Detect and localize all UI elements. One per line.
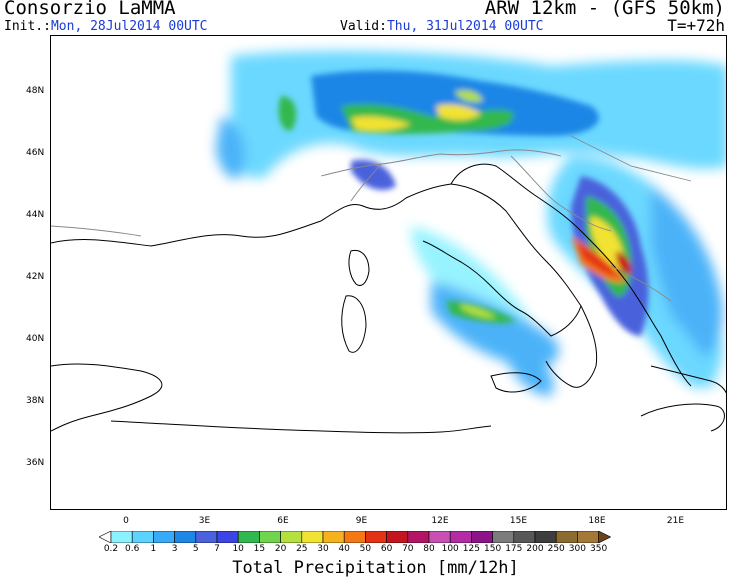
colorbar-swatch <box>428 531 451 543</box>
colorbar-swatch <box>555 531 578 543</box>
colorbar-tick-label: 80 <box>423 544 435 554</box>
precipitation-field <box>216 50 726 396</box>
init-label: Init.: <box>4 19 51 34</box>
colorbar-swatch <box>259 531 281 543</box>
colorbar-tick-label: 300 <box>568 544 586 554</box>
longitude-label: 9E <box>355 516 368 526</box>
colorbar-swatch <box>322 531 345 543</box>
colorbar-tick-label: 70 <box>402 544 414 554</box>
colorbar-tick-label: 0.2 <box>103 544 119 554</box>
colorbar-tick-label: 200 <box>526 544 544 554</box>
colorbar-tick-label: 20 <box>274 544 287 554</box>
colorbar-tick-label: 0.6 <box>125 544 140 554</box>
colorbar-swatch <box>407 531 430 543</box>
colorbar-tick-label: 350 <box>590 544 608 554</box>
colorbar-tick-label: 250 <box>547 544 565 554</box>
longitude-label: 3E <box>198 516 211 526</box>
colorbar-tick-label: 100 <box>441 544 459 554</box>
longitude-label: 18E <box>588 516 606 526</box>
colorbar-tick-label: 60 <box>380 544 393 554</box>
colorbar-tick-label: 50 <box>359 544 372 554</box>
latitude-label: 44N <box>26 210 45 220</box>
colorbar-swatch <box>449 531 472 543</box>
colorbar-swatch <box>174 531 197 543</box>
latitude-label: 40N <box>26 334 45 344</box>
longitude-label: 6E <box>277 516 289 526</box>
colorbar-tick-label: 5 <box>192 544 199 554</box>
colorbar-tick-label: 125 <box>462 544 480 554</box>
colorbar-swatch <box>513 531 536 543</box>
colorbar-swatch <box>280 531 303 543</box>
colorbar-tick-label: 150 <box>484 544 502 554</box>
lead-time: T=+72h <box>667 16 725 35</box>
colorbar-tick-label: 1 <box>150 544 157 554</box>
latitude-label: 42N <box>26 272 45 282</box>
colorbar-tick-label: 25 <box>296 544 308 554</box>
colorbar-swatch <box>301 531 324 543</box>
longitude-label: 21E <box>666 516 685 526</box>
latitude-label: 36N <box>26 458 45 468</box>
longitude-label: 12E <box>431 516 449 526</box>
colorbar-tick-label: 7 <box>214 544 220 554</box>
valid-time: Valid:Thu, 31Jul2014 00UTC <box>340 19 544 34</box>
colorbar-swatch <box>598 531 612 543</box>
colorbar-swatch <box>577 531 599 543</box>
colorbar-swatch <box>365 531 387 543</box>
colorbar-swatch <box>195 531 218 543</box>
colorbar-tick-label: 15 <box>253 544 266 554</box>
colorbar-tick-label: 30 <box>317 544 329 554</box>
colorbar-tick-label: 3 <box>171 544 178 554</box>
valid-label: Valid: <box>340 19 387 34</box>
map-canvas <box>51 50 726 434</box>
colorbar-swatch <box>237 531 260 543</box>
colorbar-swatch <box>99 531 112 543</box>
colorbar-swatch <box>386 531 409 543</box>
coastlines <box>51 163 726 434</box>
colorbar-swatch <box>131 531 154 543</box>
colorbar-swatch <box>534 531 557 543</box>
latitude-label: 48N <box>26 86 45 96</box>
borders <box>51 135 692 302</box>
colorbar <box>99 531 612 543</box>
colorbar-tick-label: 40 <box>338 544 350 554</box>
colorbar-swatch <box>492 531 515 543</box>
precipitation-map <box>50 35 727 510</box>
producer-title: Consorzio LaMMA <box>4 0 176 19</box>
colorbar-swatch <box>216 531 239 543</box>
valid-value: Thu, 31Jul2014 00UTC <box>386 19 544 34</box>
latitude-label: 38N <box>26 396 45 406</box>
colorbar-tick-label: 175 <box>505 544 523 554</box>
longitude-label: 15E <box>509 516 528 526</box>
longitude-label: 0 <box>123 516 129 526</box>
colorbar-title: Total Precipitation [mm/12h] <box>232 558 519 578</box>
colorbar-swatch <box>153 531 175 543</box>
colorbar-swatch <box>110 531 133 543</box>
colorbar-swatch <box>471 531 493 543</box>
colorbar-swatch <box>343 531 366 543</box>
latitude-label: 46N <box>26 148 45 158</box>
colorbar-tick-label: 10 <box>232 544 244 554</box>
init-time: Init.:Mon, 28Jul2014 00UTC <box>4 19 208 34</box>
init-value: Mon, 28Jul2014 00UTC <box>50 19 208 34</box>
model-title: ARW 12km - (GFS 50km) <box>484 0 725 19</box>
